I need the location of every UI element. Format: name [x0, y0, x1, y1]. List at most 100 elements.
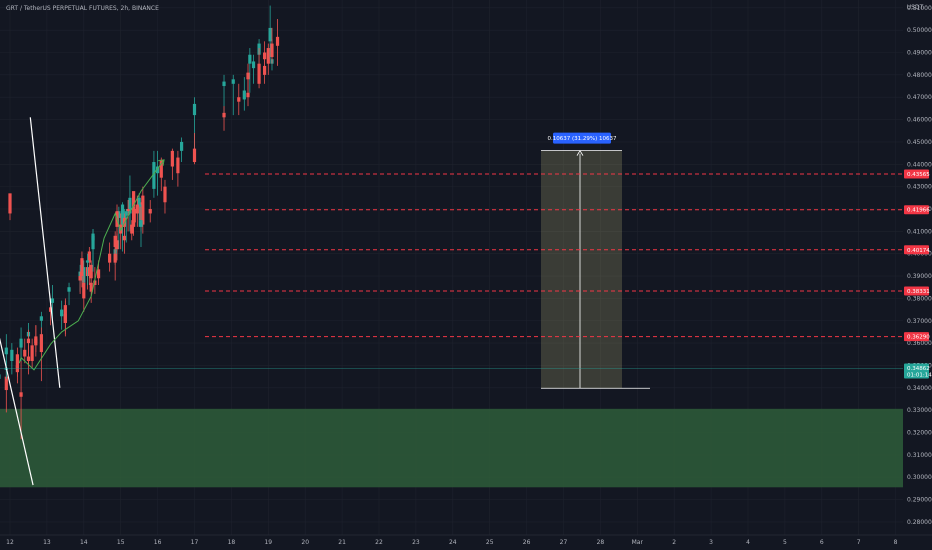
candle-body — [268, 27, 272, 42]
resistance-price-label: 0.40174 — [907, 248, 930, 254]
resistance-price-badge — [904, 245, 929, 255]
price-tick-label: 0.37000 — [907, 318, 932, 325]
resistance-price-label: 0.38331 — [907, 289, 930, 295]
time-tick-label: 25 — [486, 539, 494, 546]
projection-path[interactable] — [18, 159, 165, 371]
candle-body — [237, 97, 241, 102]
candle-body — [23, 349, 27, 357]
resistance-price-badge — [904, 169, 929, 179]
measure-label: 0.10637 (31.29%) 10637 — [548, 136, 618, 142]
candle-body — [257, 63, 261, 84]
resistance-price-label: 0.43565 — [907, 172, 930, 178]
time-axis[interactable]: 12 13 14 15 16 17 18 19 20 21 22 23 24 25 26 27 28 Mar 2 3 4… — [0, 534, 932, 550]
time-tick-label: 5 — [783, 539, 787, 546]
price-tick-label: 0.30000 — [907, 474, 932, 481]
candle-body — [120, 220, 125, 227]
candle-body — [39, 316, 43, 321]
current-price-countdown: 01:01:14 — [907, 373, 932, 379]
time-tick-label: 28 — [597, 539, 605, 546]
resistance-price-badge — [904, 205, 929, 215]
candle-body — [124, 211, 128, 216]
candle-body — [179, 141, 184, 151]
time-tick-label: 15 — [117, 539, 125, 546]
candle-body — [137, 197, 141, 207]
time-tick-label: 14 — [80, 539, 88, 546]
price-tick-label: 0.48000 — [907, 72, 932, 79]
candle-body — [19, 392, 23, 397]
candle-body — [89, 282, 93, 292]
current-price-badge — [904, 363, 929, 379]
candle-body — [222, 81, 226, 87]
measure-badge — [553, 132, 611, 144]
candle-body — [48, 307, 53, 312]
channel-line-lower[interactable] — [0, 150, 34, 486]
candle-body — [4, 347, 8, 355]
candle-body — [132, 191, 136, 207]
support-zone-rect — [0, 408, 903, 488]
support-zone — [0, 408, 903, 488]
candle-body — [156, 166, 160, 174]
resistance-price-badge — [904, 332, 929, 342]
price-tick-label: 0.38000 — [907, 295, 932, 302]
candle-body — [242, 90, 246, 100]
time-tick-label: 23 — [412, 539, 420, 546]
projection-arrow-head — [157, 159, 165, 166]
price-tick-label: 0.34000 — [907, 385, 932, 392]
time-tick-label: 20 — [301, 539, 309, 546]
measure-arrow-head — [576, 149, 584, 156]
price-tick-label: 0.28000 — [907, 519, 932, 526]
channel-line-upper[interactable] — [29, 117, 61, 388]
price-tick-label: 0.29000 — [907, 497, 932, 504]
candle-body — [30, 345, 34, 361]
candle-body — [192, 148, 197, 163]
price-tick-label: 0.41000 — [907, 228, 932, 235]
candle-body — [263, 65, 267, 75]
time-tick-label: 8 — [894, 539, 898, 546]
resistance-price-label: 0.36290 — [907, 335, 930, 341]
candle-body — [34, 336, 38, 346]
candle-body — [122, 235, 126, 241]
time-tick-label: 22 — [375, 539, 383, 546]
price-tick-label: 0.50000 — [907, 27, 932, 34]
measure-box: 0.10637 (31.29%) 10637 — [541, 132, 650, 389]
candle-body — [170, 150, 174, 167]
candle-body — [152, 162, 156, 189]
candle-body — [113, 253, 117, 263]
candle-body — [39, 334, 43, 353]
time-tick-label: 26 — [523, 539, 531, 546]
projection-line[interactable] — [18, 159, 165, 371]
candle-body — [141, 195, 145, 225]
price-tick-label: 0.49000 — [907, 50, 932, 57]
candle-body — [87, 251, 91, 263]
candle-body — [159, 159, 163, 178]
candle-body — [50, 298, 55, 303]
price-tick-label: 0.33000 — [907, 407, 932, 414]
resistance-price-badge — [904, 286, 929, 296]
time-tick-label: 24 — [449, 539, 457, 546]
candle-body — [148, 208, 152, 214]
candle-body — [251, 61, 256, 69]
current-price-label: 0.34862 — [907, 366, 930, 372]
candle-body — [115, 240, 119, 250]
candle-body — [246, 92, 250, 98]
candle-body — [67, 287, 71, 292]
candle-body — [63, 305, 67, 323]
price-tick-label: 0.44000 — [907, 161, 932, 168]
price-axis-bg — [903, 0, 932, 550]
price-tick-label: 0.46000 — [907, 117, 932, 124]
candle-body — [60, 309, 64, 317]
candle-body — [26, 356, 31, 361]
candle-body — [19, 338, 23, 348]
candle-body — [133, 208, 138, 214]
candle-body — [130, 224, 134, 234]
price-tick-label: 0.43000 — [907, 184, 932, 191]
time-tick-label: 2 — [672, 539, 676, 546]
time-tick-label: 16 — [154, 539, 162, 546]
channel-lines[interactable] — [0, 117, 61, 486]
time-tick-label: 12 — [6, 539, 14, 546]
candle-body — [8, 193, 12, 214]
candle-body — [82, 282, 86, 299]
candle-body — [4, 376, 8, 391]
